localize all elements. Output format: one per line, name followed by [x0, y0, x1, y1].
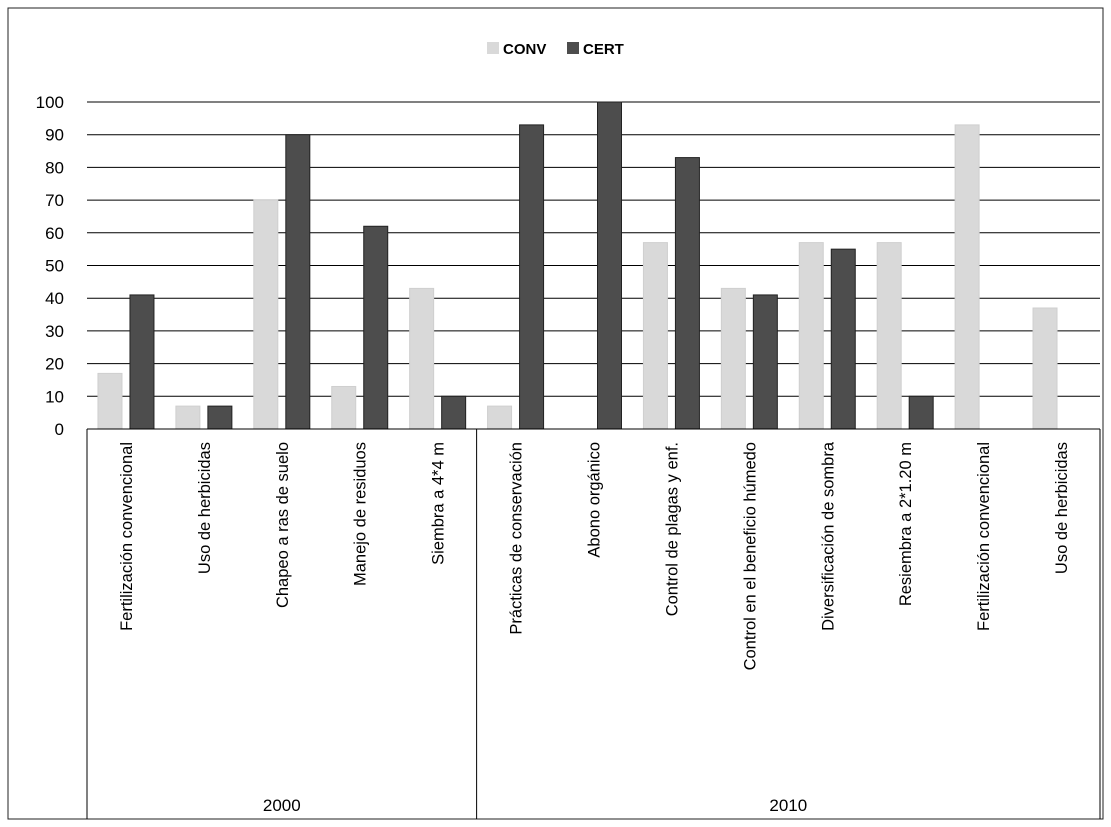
x-tick-label: Control en el beneficio húmedo: [741, 442, 759, 670]
group-label: 2010: [769, 796, 807, 815]
x-tick-label: Siembra a 4*4 m: [430, 442, 448, 565]
x-tick-label: Manejo de residuos: [352, 442, 370, 586]
x-tick-label: Control de plagas y enf.: [663, 442, 681, 616]
legend-label-cert: CERT: [583, 41, 624, 58]
group-label: 2000: [263, 796, 301, 815]
bar-conv: [97, 372, 123, 430]
x-tick-label: Resiembra a 2*1.20 m: [897, 442, 915, 606]
bar-cert: [363, 225, 389, 430]
y-tick-label: 10: [45, 387, 64, 406]
bar-conv: [876, 242, 902, 430]
bar-cert: [441, 395, 467, 430]
bar-cert: [207, 405, 233, 430]
y-axis-tick-labels: 0 10 20 30 40 50 60 70 80 90 100: [36, 93, 64, 439]
bar-conv: [720, 287, 746, 430]
bar-conv: [253, 199, 279, 430]
x-axis: Fertilización convencional Uso de herbici…: [86, 428, 1101, 819]
bar-cert: [519, 124, 545, 430]
bar-cert: [908, 395, 934, 430]
y-tick-label: 70: [45, 191, 64, 210]
bar-cert: [129, 294, 155, 430]
x-tick-label: Abono orgánico: [586, 442, 604, 558]
bar-conv: [175, 405, 201, 430]
chart-border: [7, 7, 1104, 820]
bar-conv: [798, 242, 824, 430]
bar-cert: [674, 157, 700, 430]
legend: CONV CERT: [487, 41, 624, 58]
y-tick-label: 40: [45, 289, 64, 308]
x-tick-label: Fertilización convencional: [118, 442, 136, 631]
legend-swatch-cert: [567, 42, 579, 54]
x-tick-label: Fertilización convencional: [975, 442, 993, 631]
y-tick-label: 80: [45, 158, 64, 177]
bar-conv: [642, 242, 668, 430]
y-tick-label: 60: [45, 224, 64, 243]
bar-conv: [409, 287, 435, 430]
bar-conv: [954, 124, 980, 430]
x-tick-label: Diversificación de sombra: [819, 441, 837, 631]
y-tick-label: 20: [45, 355, 64, 374]
legend-label-conv: CONV: [503, 41, 546, 58]
bar-cert: [752, 294, 778, 430]
bar-conv: [487, 405, 513, 430]
x-tick-label: Uso de herbicidas: [196, 442, 214, 574]
bar-cert: [285, 134, 311, 430]
y-tick-label: 0: [55, 420, 64, 439]
x-tick-label: Uso de herbicidas: [1053, 442, 1071, 574]
y-tick-label: 30: [45, 322, 64, 341]
bar-cert: [830, 248, 856, 430]
bar-conv: [331, 385, 357, 430]
y-tick-label: 90: [45, 126, 64, 145]
bars: [97, 101, 1058, 430]
legend-swatch-conv: [487, 42, 499, 54]
y-tick-label: 100: [36, 93, 64, 112]
bar-cert: [597, 101, 622, 430]
y-tick-label: 50: [45, 257, 64, 276]
bar-conv: [1032, 307, 1058, 430]
x-tick-label: Chapeo a ras de suelo: [274, 442, 292, 608]
x-tick-label: Prácticas de conservación: [508, 442, 526, 635]
